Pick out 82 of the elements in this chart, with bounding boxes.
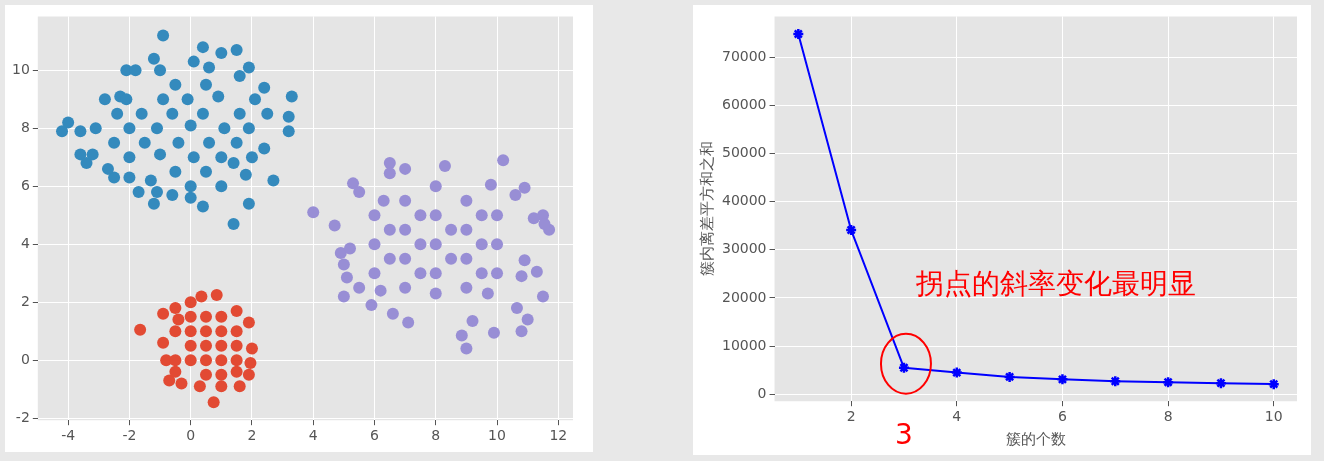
point <box>215 380 228 393</box>
point <box>1056 373 1069 386</box>
point <box>215 310 228 323</box>
point <box>245 342 258 355</box>
point <box>157 336 170 349</box>
point <box>215 325 228 338</box>
y-tick-label: 30000 <box>721 240 767 257</box>
point <box>897 361 911 375</box>
point <box>215 354 228 367</box>
point <box>200 310 212 323</box>
y-tick-label: 70000 <box>721 47 767 64</box>
point <box>215 339 228 352</box>
y-tick-label: 2 <box>20 292 30 309</box>
point <box>184 339 197 352</box>
x-tick-label: -4 <box>61 427 76 444</box>
point <box>215 368 228 381</box>
point <box>792 27 805 41</box>
y-tick-label: 4 <box>20 234 30 251</box>
y-axis-title: 簇内离差平方和之和 <box>697 141 716 277</box>
y-tick-label: 6 <box>20 176 30 193</box>
x-tick-label: 2 <box>846 408 856 425</box>
x-tick-label: 0 <box>186 427 196 444</box>
x-tick-label: 10 <box>1264 408 1283 425</box>
x-tick-label: 4 <box>952 408 962 425</box>
point <box>200 368 212 381</box>
y-tick-label: 8 <box>20 118 30 135</box>
point <box>200 325 212 338</box>
y-tick-label: 60000 <box>721 95 767 112</box>
point <box>1267 377 1281 391</box>
point <box>950 366 964 379</box>
x-tick-label: 10 <box>488 427 506 444</box>
point <box>175 377 188 390</box>
point <box>1214 376 1228 390</box>
x-tick-label: 8 <box>431 427 441 444</box>
x-tick-label: 6 <box>370 427 380 444</box>
point <box>242 316 255 329</box>
point <box>242 368 255 381</box>
x-tick-label: 4 <box>308 427 318 444</box>
x-tick-label: 2 <box>247 427 257 444</box>
point <box>230 325 243 338</box>
point <box>184 354 197 367</box>
point <box>1109 375 1122 388</box>
point <box>200 354 212 367</box>
x-tick-label: -2 <box>122 427 137 444</box>
point <box>169 365 182 378</box>
point <box>230 339 243 352</box>
point <box>844 223 858 237</box>
point <box>157 307 170 320</box>
text: 3 <box>895 418 913 452</box>
point <box>134 323 147 336</box>
point <box>230 304 243 317</box>
x-tick-label: 6 <box>1057 408 1067 425</box>
y-tick-label: 0 <box>20 350 30 367</box>
x-axis-title: 簇的个数 <box>1005 429 1066 448</box>
x-tick-label: 8 <box>1163 408 1173 425</box>
y-tick-label: 50000 <box>721 144 767 161</box>
annotation: 拐点的斜率变化最明显 <box>914 267 1196 301</box>
y-tick-label: 0 <box>757 384 767 401</box>
point <box>184 310 197 323</box>
point <box>244 357 257 370</box>
point <box>169 325 182 338</box>
y-tick-label: 10 <box>11 60 30 77</box>
point <box>210 288 223 301</box>
x-tick-label: 12 <box>549 427 568 444</box>
point <box>193 380 206 393</box>
y-tick-label: 20000 <box>721 288 767 305</box>
y-tick-label: 40000 <box>721 192 767 209</box>
point <box>172 313 185 326</box>
y-tick-label: 10000 <box>721 336 767 353</box>
point <box>184 325 197 338</box>
point <box>195 290 208 303</box>
point <box>163 374 176 387</box>
point <box>233 380 246 393</box>
point <box>230 354 243 367</box>
point <box>169 302 182 315</box>
point <box>200 339 212 352</box>
point <box>169 354 182 367</box>
point <box>1161 375 1175 389</box>
point <box>230 365 243 378</box>
point <box>184 296 197 309</box>
point <box>1003 370 1016 384</box>
point <box>207 396 220 409</box>
